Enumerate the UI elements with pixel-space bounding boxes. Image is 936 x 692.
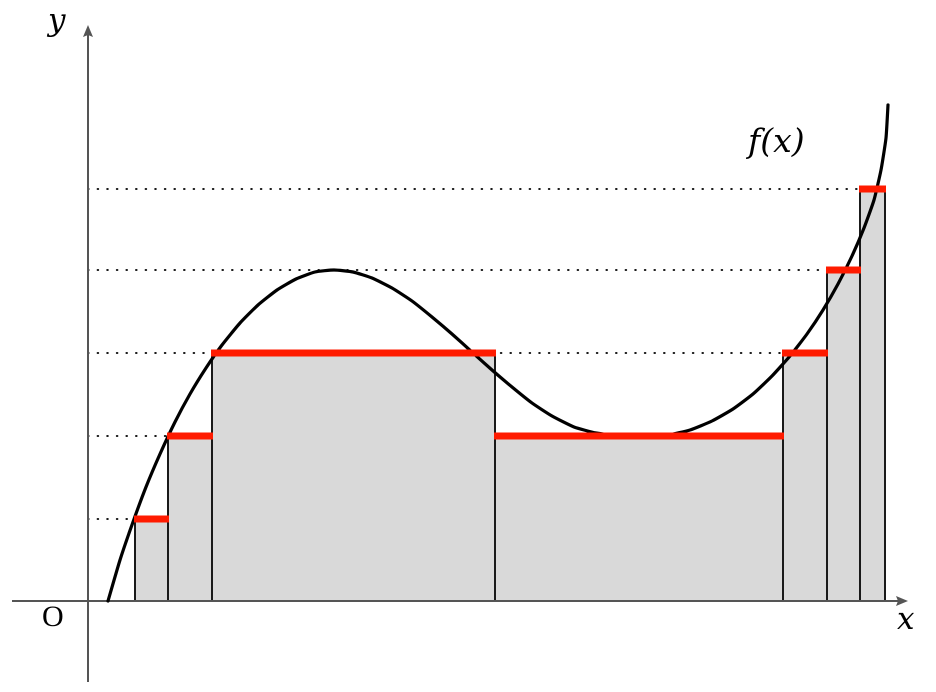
x-axis-label: x [897, 601, 915, 637]
riemann-rectangle [167, 435, 213, 602]
riemann-rectangle [211, 352, 496, 602]
gridlines-group [87, 188, 861, 520]
axes-group [12, 25, 908, 682]
riemann-rectangle [134, 518, 169, 602]
rectangle-top-segments-group [134, 185, 886, 523]
riemann-rectangle [782, 352, 828, 602]
y-axis-arrowhead [83, 25, 93, 37]
rectangles-group [134, 188, 886, 602]
function-label: f(x) [748, 121, 805, 160]
x-axis-arrowhead [896, 596, 908, 606]
riemann-rectangle [826, 269, 861, 602]
riemann-rectangle [859, 188, 886, 602]
riemann-rectangle [494, 435, 784, 602]
y-axis-label: y [48, 2, 66, 38]
origin-label: O [42, 600, 64, 633]
